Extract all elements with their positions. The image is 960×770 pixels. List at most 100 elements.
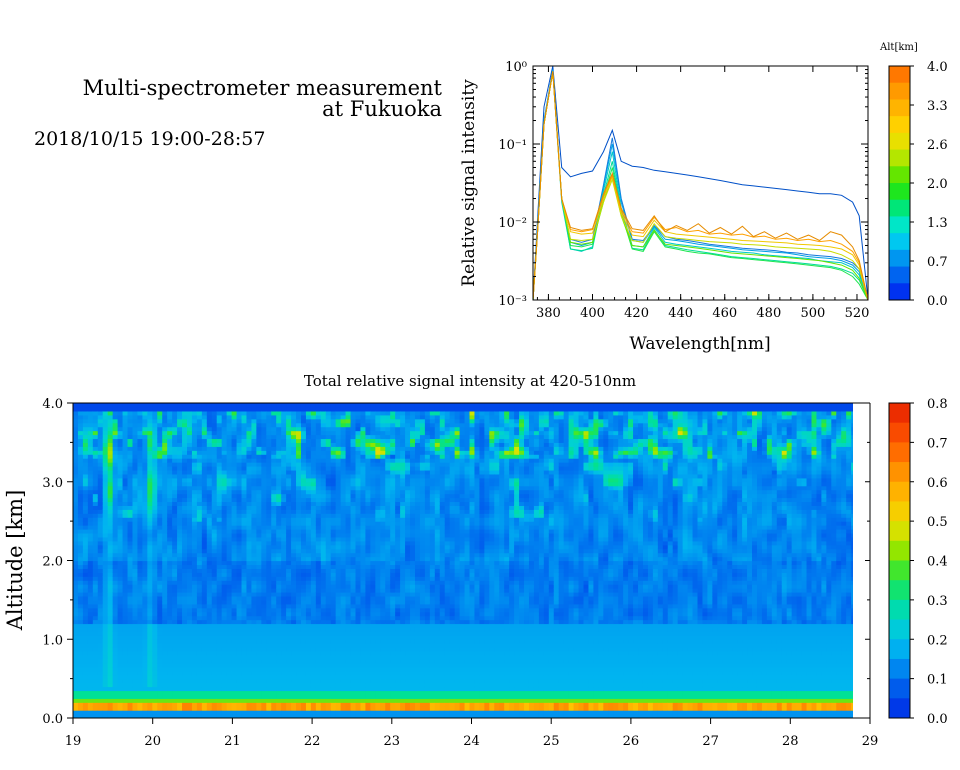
heatmap-cell: [281, 446, 287, 451]
heatmap-cell: [162, 690, 168, 695]
heatmap-cell: [107, 509, 114, 514]
heatmap-cell: [286, 682, 292, 688]
heatmap-cell: [201, 406, 208, 412]
heatmap-cell: [236, 666, 243, 672]
heatmap-cell: [206, 422, 213, 428]
heatmap-cell: [226, 686, 233, 692]
heatmap-cell: [310, 595, 317, 601]
heatmap-cell: [206, 469, 213, 475]
heatmap-cell: [122, 422, 129, 428]
heatmap-cell: [266, 568, 272, 573]
heatmap-cell: [281, 450, 287, 455]
heatmap-cell: [102, 493, 109, 499]
heatmap-cell: [152, 592, 158, 597]
heatmap-cell: [261, 438, 267, 443]
heatmap-cell: [77, 505, 84, 510]
heatmap-cell: [300, 658, 307, 664]
heatmap-cell: [206, 466, 213, 471]
heatmap-cell: [276, 560, 282, 566]
heatmap-cell: [345, 694, 352, 699]
heatmap-cell: [226, 556, 233, 562]
heatmap-cell: [286, 710, 292, 715]
heatmap-cell: [271, 525, 277, 530]
heatmap-cell: [276, 406, 282, 412]
heatmap-cell: [77, 410, 84, 416]
heatmap-cell: [97, 623, 104, 629]
heatmap-cell: [315, 686, 322, 692]
heatmap-cell: [142, 517, 148, 522]
heatmap-cell: [355, 469, 362, 475]
heatmap-cell: [211, 462, 218, 467]
heatmap-cell: [82, 623, 89, 629]
heatmap-cell: [315, 682, 322, 688]
heatmap-cell: [246, 603, 253, 609]
heatmap-cell: [177, 410, 183, 416]
heatmap-cell: [261, 529, 267, 534]
heatmap-cell: [177, 631, 183, 636]
heatmap-cell: [345, 643, 352, 648]
heatmap-cell: [177, 674, 183, 680]
heatmap-cell: [87, 438, 94, 443]
heatmap-cell: [211, 529, 218, 534]
heatmap-cell: [147, 568, 153, 573]
heatmap-cell: [360, 450, 367, 455]
heatmap-cell: [82, 584, 89, 589]
heatmap-cell: [152, 698, 158, 703]
heatmap-cell: [340, 544, 347, 550]
heatmap-cell: [211, 548, 218, 554]
heatmap-cell: [291, 580, 297, 585]
heatmap-cell: [266, 458, 272, 463]
heatmap-cell: [177, 595, 183, 601]
heatmap-cell: [216, 647, 223, 652]
heatmap-cell: [132, 670, 139, 676]
heatmap-cell: [201, 615, 208, 621]
heatmap-cell: [286, 473, 292, 479]
heatmap-cell: [211, 702, 218, 707]
heatmap-cell: [167, 489, 173, 495]
heatmap-cell: [182, 469, 188, 475]
heatmap-cell: [216, 485, 223, 491]
heatmap-cell: [241, 509, 248, 514]
heatmap-cell: [132, 698, 139, 703]
heatmap-cell: [256, 442, 262, 447]
heatmap-cell: [206, 662, 213, 668]
heatmap-cell: [172, 477, 178, 483]
heatmap-cell: [87, 536, 94, 542]
heatmap-cell: [177, 615, 183, 621]
heatmap-cell: [82, 454, 89, 459]
heatmap-cell: [226, 406, 233, 412]
heatmap-cell: [107, 588, 114, 593]
heatmap-cell: [87, 462, 94, 467]
heatmap-cell: [152, 422, 158, 428]
heatmap-cell: [305, 422, 312, 428]
heatmap-cell: [196, 702, 203, 707]
heatmap-cell: [300, 564, 307, 569]
heatmap-cell: [291, 564, 297, 569]
heatmap-cell: [256, 572, 262, 577]
heatmap-cell: [266, 623, 272, 629]
heatmap-cell: [177, 655, 183, 660]
altitude-colorbar-tick-label: 1.3: [927, 216, 948, 231]
heatmap-cell: [261, 403, 267, 408]
heatmap-cell: [261, 521, 267, 526]
heatmap-cell: [206, 694, 213, 699]
heatmap-cell: [276, 454, 282, 459]
heatmap-cell: [365, 513, 371, 518]
heatmap-cell: [167, 426, 173, 432]
heatmap-cell: [127, 595, 134, 601]
heatmap-cell: [291, 662, 297, 668]
heatmap-cell: [182, 568, 188, 573]
heatmap-cell: [97, 536, 104, 542]
heatmap-cell: [147, 564, 153, 569]
heatmap-cell: [256, 611, 262, 617]
heatmap-cell: [296, 655, 302, 660]
heatmap-cell: [310, 662, 317, 668]
heatmap-cell: [246, 481, 253, 487]
heatmap-cell: [251, 572, 257, 577]
heatmap-cell: [330, 532, 337, 538]
heatmap-cell: [132, 406, 139, 412]
heatmap-cell: [107, 418, 114, 424]
heatmap-cell: [276, 666, 282, 672]
heatmap-cell: [370, 702, 376, 707]
heatmap-cell: [137, 493, 143, 499]
